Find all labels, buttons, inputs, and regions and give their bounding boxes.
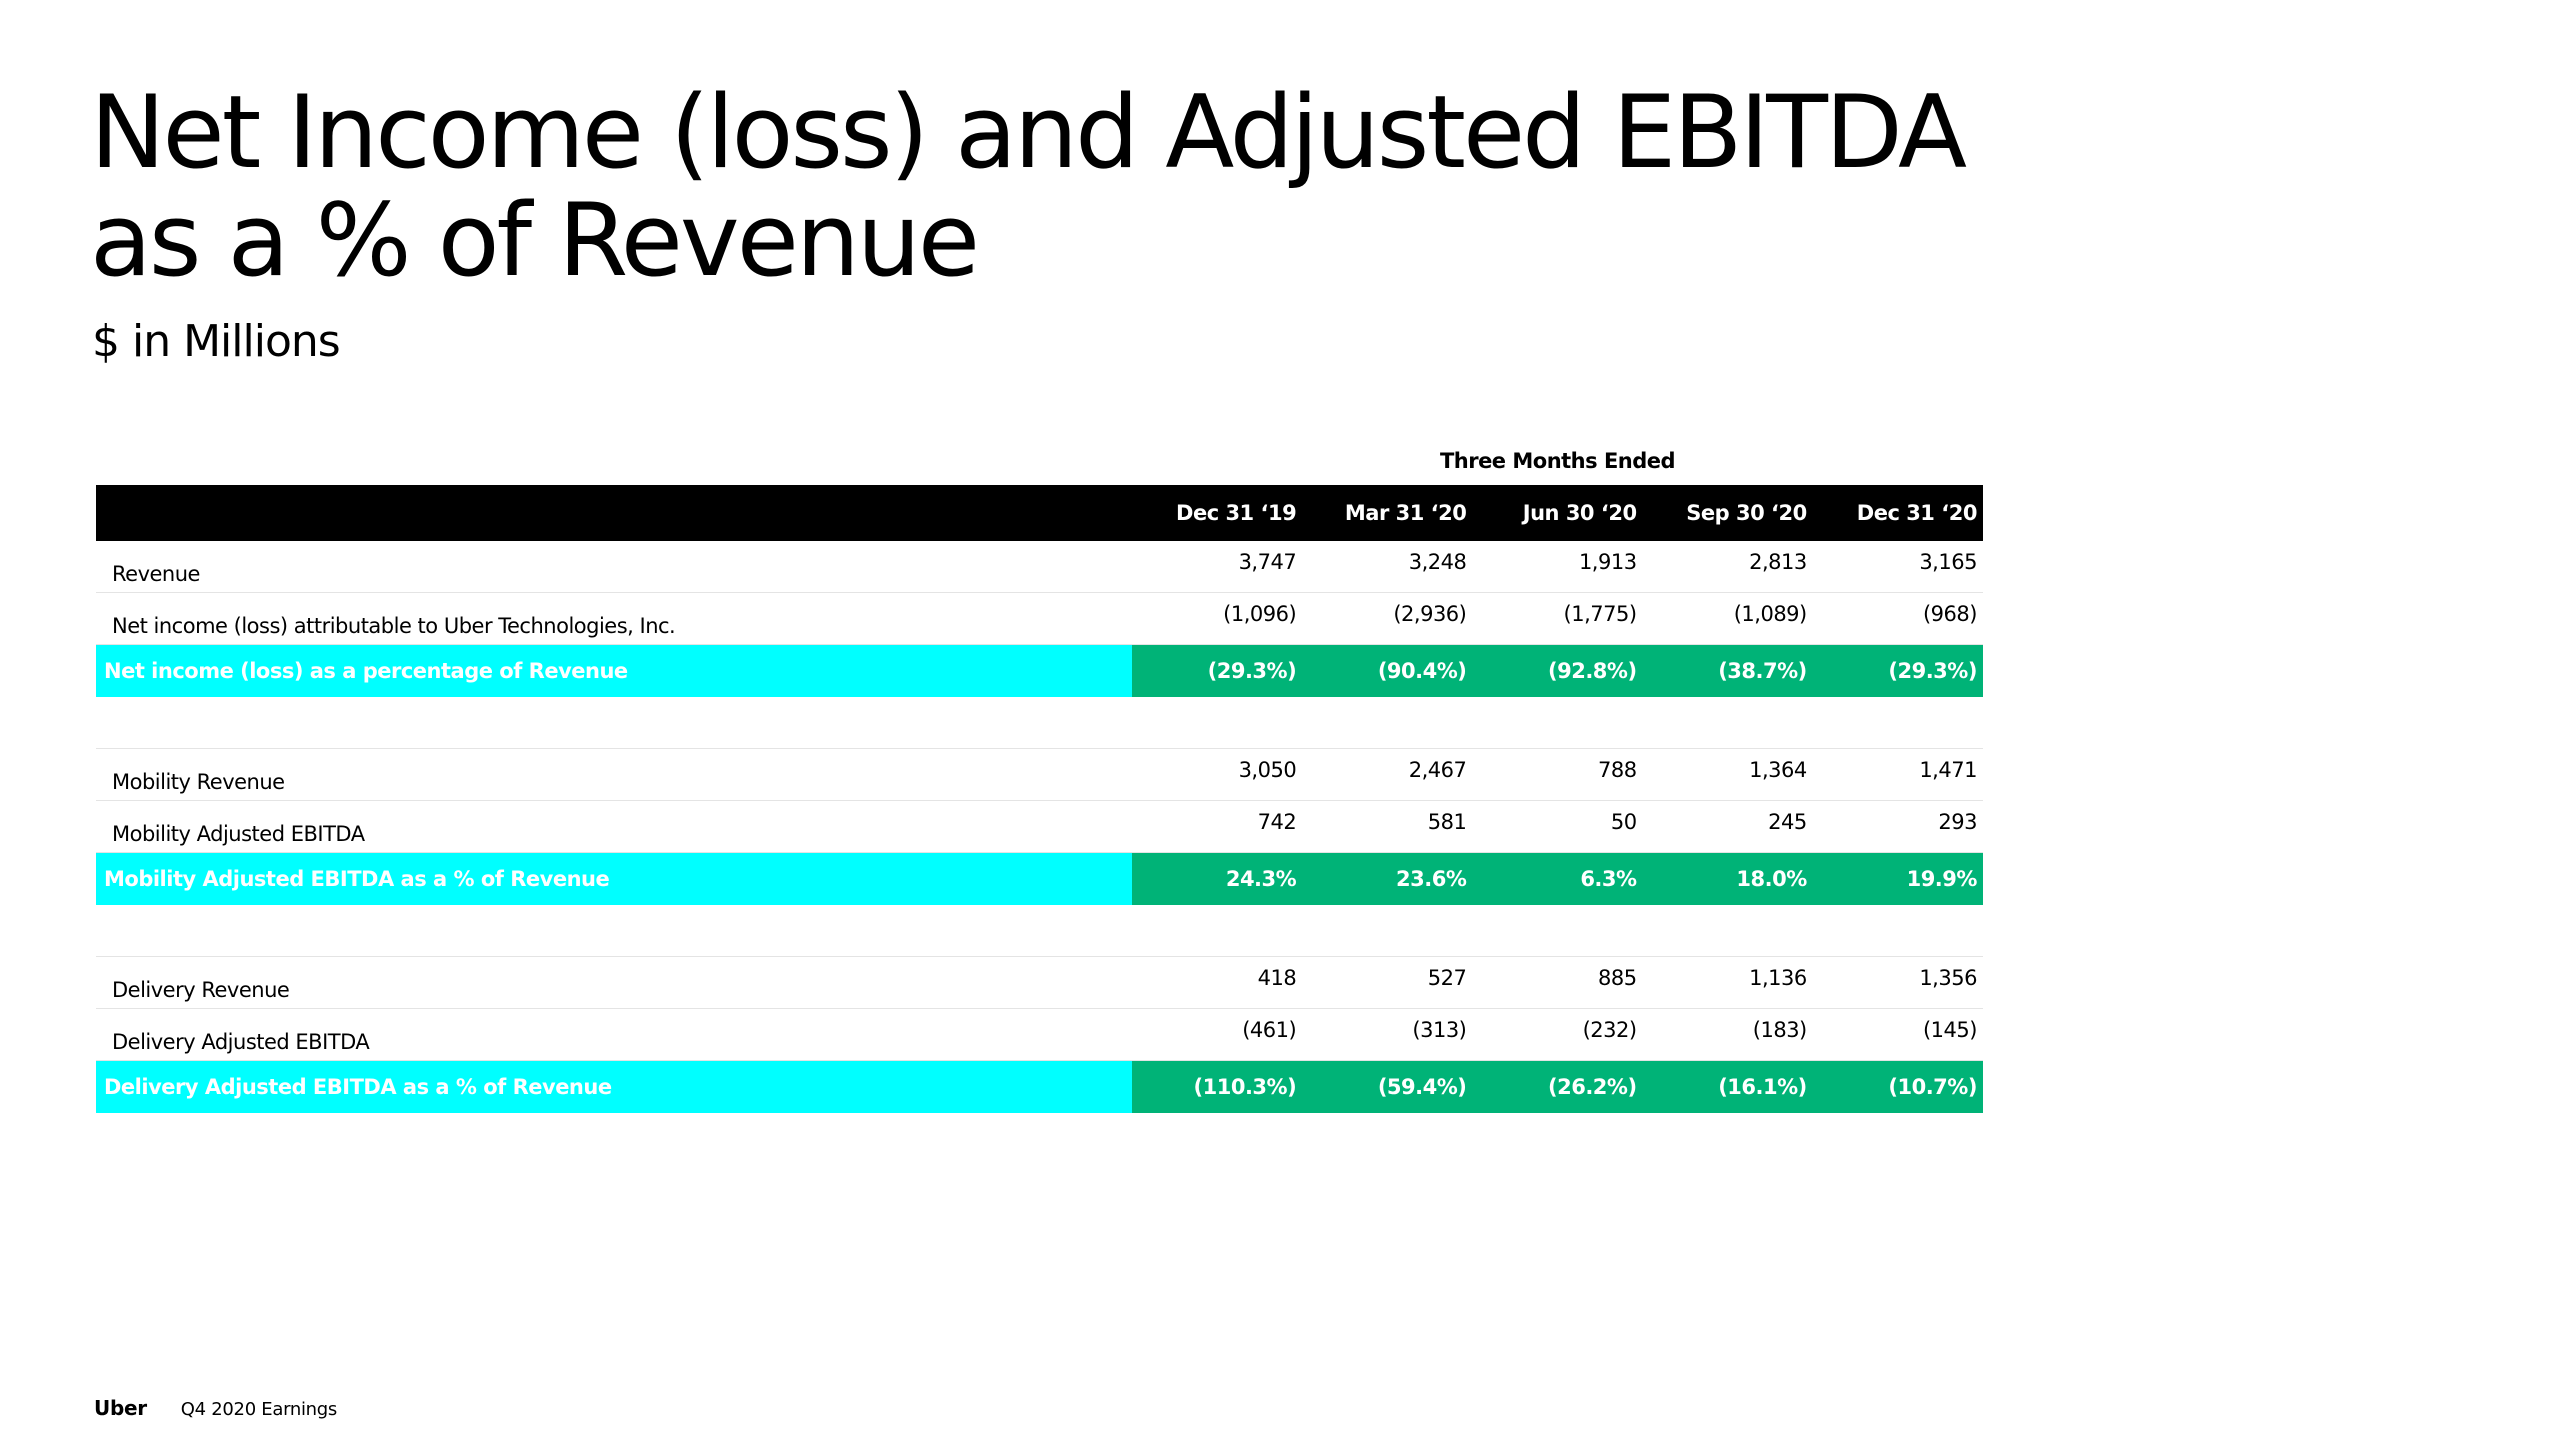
page-title: Net Income (loss) and Adjusted EBITDA as… xyxy=(90,78,1990,294)
row-value: (29.3%) xyxy=(1812,645,1983,697)
row-label: Delivery Adjusted EBITDA xyxy=(112,1030,370,1054)
row-value: (110.3%) xyxy=(1132,1061,1303,1113)
row-value: 3,747 xyxy=(1238,549,1297,574)
table-spacer-row xyxy=(96,905,1983,957)
table-row-mobility-ebitda-pct: Mobility Adjusted EBITDA as a % of Reven… xyxy=(96,853,1983,905)
row-value: (145) xyxy=(1922,1017,1977,1042)
row-value: 18.0% xyxy=(1642,853,1813,905)
row-value: (10.7%) xyxy=(1812,1061,1983,1113)
table-row-net-income: Net income (loss) attributable to Uber T… xyxy=(96,593,1983,645)
row-value: 2,813 xyxy=(1749,549,1807,574)
row-value: 245 xyxy=(1768,809,1807,834)
row-value: 24.3% xyxy=(1132,853,1303,905)
row-value: 581 xyxy=(1427,809,1467,834)
column-header-mar-31-20: Mar 31 ‘20 xyxy=(1344,501,1467,525)
row-value: (968) xyxy=(1922,601,1977,626)
row-value: (1,775) xyxy=(1563,601,1638,626)
row-label: Net income (loss) as a percentage of Rev… xyxy=(96,645,1132,697)
table-row-revenue: Revenue 3,747 3,248 1,913 2,813 3,165 xyxy=(96,541,1983,593)
column-header-sep-30-20: Sep 30 ‘20 xyxy=(1686,501,1807,525)
page-footer: Uber Q4 2020 Earnings xyxy=(94,1396,337,1420)
row-label: Net income (loss) attributable to Uber T… xyxy=(112,614,676,638)
row-value: 1,364 xyxy=(1749,757,1807,782)
row-value: (90.4%) xyxy=(1302,645,1473,697)
row-label: Delivery Adjusted EBITDA as a % of Reven… xyxy=(96,1061,1132,1113)
row-label: Mobility Revenue xyxy=(112,770,285,794)
row-value: 418 xyxy=(1257,965,1297,990)
period-label: Three Months Ended xyxy=(1439,449,1676,473)
row-value: 3,248 xyxy=(1408,549,1467,574)
row-value: (38.7%) xyxy=(1642,645,1813,697)
row-value: 1,356 xyxy=(1919,965,1977,990)
row-value: (183) xyxy=(1752,1017,1807,1042)
row-value: 885 xyxy=(1597,965,1637,990)
row-value: (232) xyxy=(1582,1017,1637,1042)
row-value: 293 xyxy=(1938,809,1977,834)
row-value: 2,467 xyxy=(1408,757,1467,782)
financial-table: Dec 31 ‘19 Mar 31 ‘20 Jun 30 ‘20 Sep 30 … xyxy=(96,485,1983,1113)
row-value: 527 xyxy=(1427,965,1467,990)
row-value: (59.4%) xyxy=(1302,1061,1473,1113)
row-value: 19.9% xyxy=(1812,853,1983,905)
row-value: 788 xyxy=(1597,757,1637,782)
title-line-2: as a % of Revenue xyxy=(90,181,980,299)
footer-text: Q4 2020 Earnings xyxy=(180,1399,337,1420)
row-value: (16.1%) xyxy=(1642,1061,1813,1113)
header-label-cell xyxy=(96,485,1132,541)
page-subtitle: $ in Millions xyxy=(92,316,341,367)
column-header-jun-30-20: Jun 30 ‘20 xyxy=(1522,501,1637,525)
row-value: (2,936) xyxy=(1393,601,1467,626)
row-value: 742 xyxy=(1257,809,1297,834)
row-label: Revenue xyxy=(112,562,200,586)
row-value: (313) xyxy=(1412,1017,1467,1042)
row-value: 23.6% xyxy=(1302,853,1473,905)
row-value: 50 xyxy=(1610,809,1637,834)
table-row-net-income-pct: Net income (loss) as a percentage of Rev… xyxy=(96,645,1983,697)
table-row-mobility-ebitda: Mobility Adjusted EBITDA 742 581 50 245 … xyxy=(96,801,1983,853)
table-row-mobility-revenue: Mobility Revenue 3,050 2,467 788 1,364 1… xyxy=(96,749,1983,801)
table-row-delivery-ebitda: Delivery Adjusted EBITDA (461) (313) (23… xyxy=(96,1009,1983,1061)
row-value: (461) xyxy=(1242,1017,1297,1042)
row-value: (29.3%) xyxy=(1132,645,1303,697)
column-header-dec-31-20: Dec 31 ‘20 xyxy=(1856,501,1978,525)
title-line-1: Net Income (loss) and Adjusted EBITDA xyxy=(90,73,1967,191)
row-value: (92.8%) xyxy=(1472,645,1643,697)
row-value: 1,136 xyxy=(1749,965,1807,990)
row-value: 3,165 xyxy=(1919,549,1977,574)
row-value: (1,089) xyxy=(1733,601,1808,626)
row-value: 6.3% xyxy=(1472,853,1643,905)
row-label: Mobility Adjusted EBITDA as a % of Reven… xyxy=(96,853,1132,905)
row-value: 3,050 xyxy=(1238,757,1297,782)
column-header-dec-31-19: Dec 31 ‘19 xyxy=(1176,501,1297,525)
table-spacer-row xyxy=(96,697,1983,749)
table-row-delivery-ebitda-pct: Delivery Adjusted EBITDA as a % of Reven… xyxy=(96,1061,1983,1113)
row-label: Delivery Revenue xyxy=(112,978,290,1002)
table-header-row: Dec 31 ‘19 Mar 31 ‘20 Jun 30 ‘20 Sep 30 … xyxy=(96,485,1983,541)
row-value: (26.2%) xyxy=(1472,1061,1643,1113)
table-row-delivery-revenue: Delivery Revenue 418 527 885 1,136 1,356 xyxy=(96,957,1983,1009)
row-value: (1,096) xyxy=(1223,601,1297,626)
row-label: Mobility Adjusted EBITDA xyxy=(112,822,365,846)
row-value: 1,913 xyxy=(1578,549,1637,574)
footer-brand: Uber xyxy=(94,1396,147,1420)
row-value: 1,471 xyxy=(1919,757,1977,782)
